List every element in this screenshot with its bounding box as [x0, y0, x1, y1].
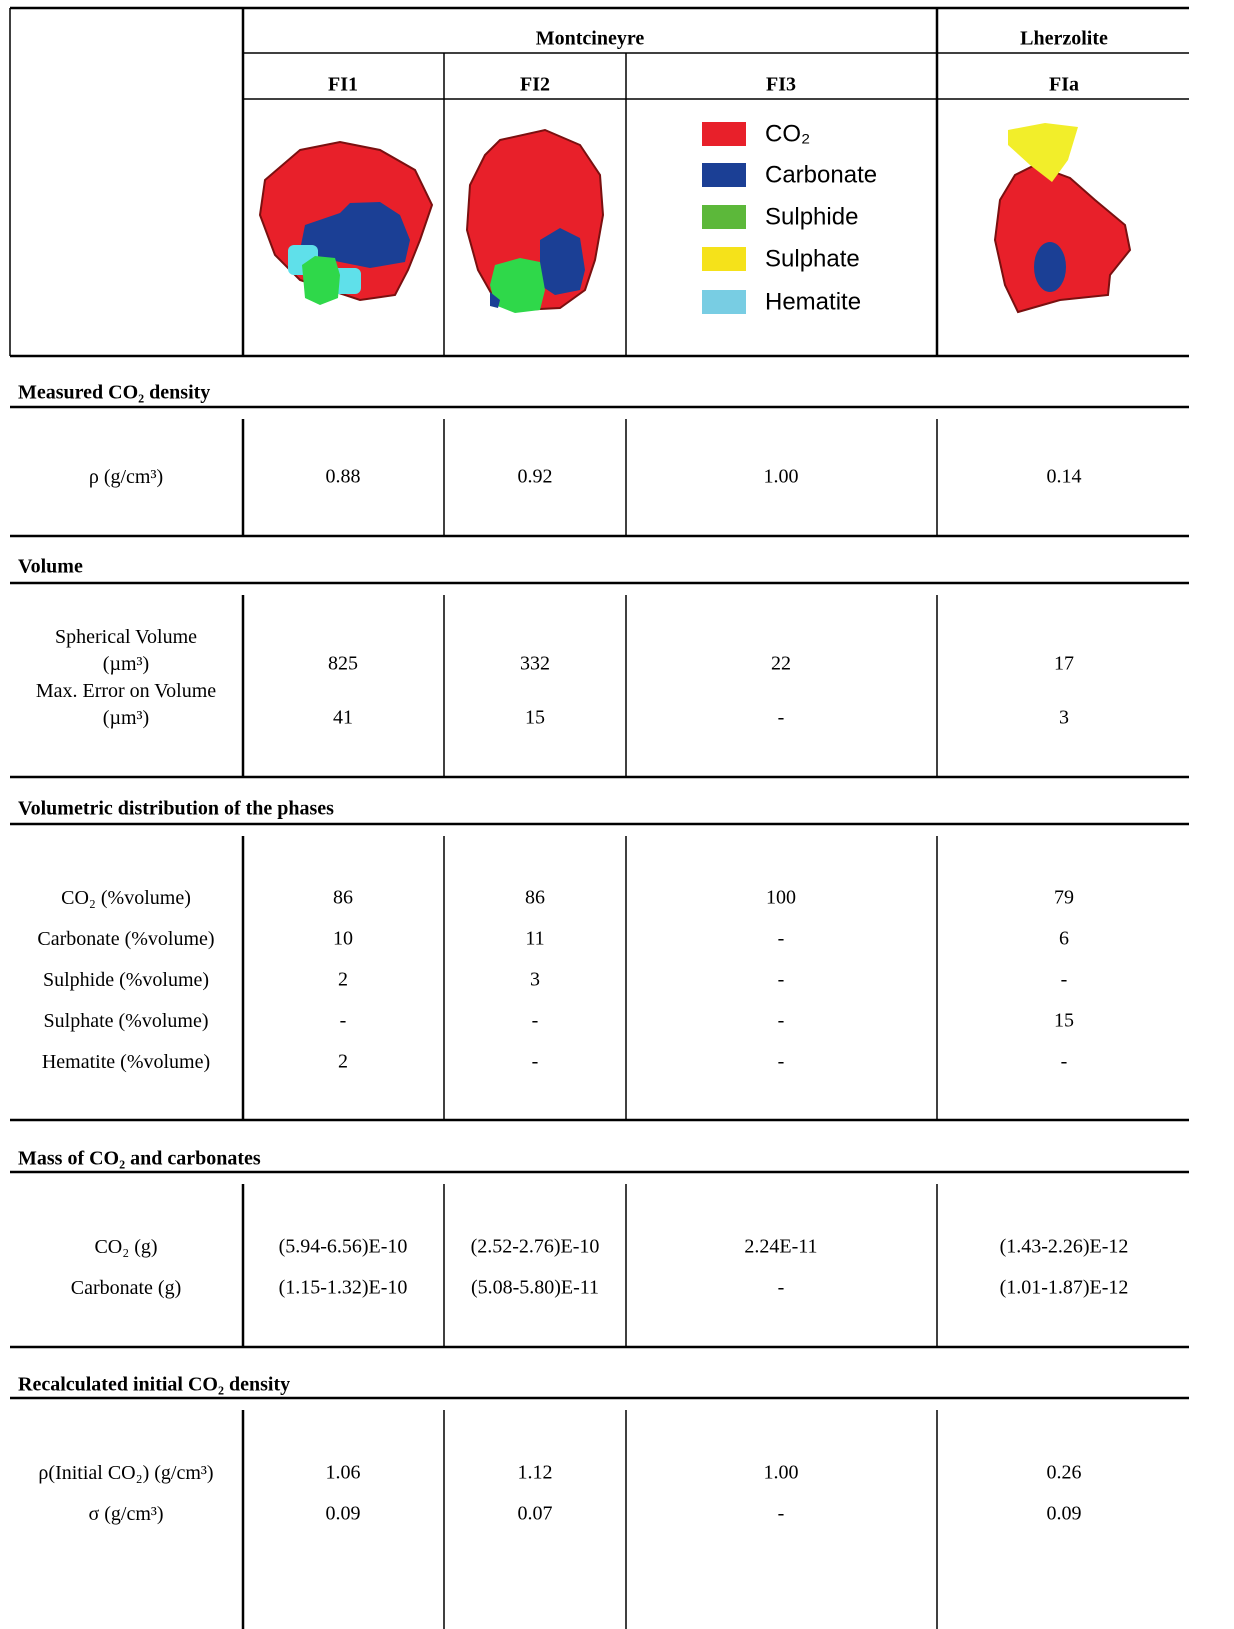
cell-value: 2.24E-11 — [744, 1236, 817, 1258]
cell-value: 41 — [333, 707, 353, 729]
cell-value: (5.08-5.80)E-11 — [471, 1277, 599, 1299]
cell-value: 6 — [1059, 928, 1069, 950]
cell-value: - — [778, 928, 785, 950]
row-label: Carbonate (%volume) — [37, 928, 214, 950]
legend-label: Hematite — [765, 288, 861, 315]
cell-value: 2 — [338, 1051, 348, 1073]
cell-value: (1.15-1.32)E-10 — [279, 1277, 408, 1299]
cell-value: - — [778, 1051, 785, 1073]
cell-value: 17 — [1054, 653, 1074, 675]
cell-value: 0.88 — [326, 466, 361, 488]
row-label: CO₂ (g) — [94, 1236, 157, 1258]
cell-value: - — [778, 969, 785, 991]
inclusion-fia — [993, 123, 1132, 314]
cell-value: 825 — [328, 653, 358, 675]
cell-value: 15 — [1054, 1010, 1074, 1032]
group-header: Montcineyre — [536, 28, 645, 50]
cell-value: (2.52-2.76)E-10 — [471, 1236, 600, 1258]
cell-value: (1.43-2.26)E-12 — [1000, 1236, 1129, 1258]
cell-value: 86 — [525, 887, 545, 909]
legend-swatch — [702, 290, 746, 314]
cell-value: 3 — [530, 969, 540, 991]
row-label: Sulphate (%volume) — [44, 1010, 209, 1032]
section-title: Volumetric distribution of the phases — [18, 798, 334, 820]
cell-value: - — [778, 1503, 785, 1525]
cell-value: 1.00 — [764, 1462, 799, 1484]
cell-value: 1.12 — [518, 1462, 553, 1484]
header-lines — [9, 6, 1189, 356]
legend-label: CO₂ — [765, 120, 810, 147]
row-label: σ (g/cm³) — [88, 1503, 163, 1525]
cell-value: 332 — [520, 653, 550, 675]
cell-value: 0.26 — [1047, 1462, 1082, 1484]
row-label: ρ (g/cm³) — [89, 466, 163, 488]
cell-value: 1.06 — [326, 1462, 361, 1484]
cell-value: 100 — [766, 887, 796, 909]
legend-swatch — [702, 205, 746, 229]
cell-value: 10 — [333, 928, 353, 950]
column-header: FIa — [1049, 74, 1079, 96]
row-label: Sulphide (%volume) — [43, 969, 209, 991]
cell-value: - — [778, 1277, 785, 1299]
cell-value: 1.00 — [764, 466, 799, 488]
cell-value: 86 — [333, 887, 353, 909]
cell-value: 79 — [1054, 887, 1074, 909]
cell-value: (5.94-6.56)E-10 — [279, 1236, 408, 1258]
cell-value: - — [778, 1010, 785, 1032]
inclusion-fi2 — [465, 128, 605, 313]
cell-value: 0.14 — [1047, 466, 1082, 488]
cell-value: (1.01-1.87)E-12 — [1000, 1277, 1129, 1299]
cell-value: - — [778, 707, 785, 729]
legend-swatch — [702, 163, 746, 187]
column-header: FI2 — [520, 74, 550, 96]
section-title: Mass of CO₂ and carbonates — [18, 1148, 261, 1170]
row-label: CO₂ (%volume) — [61, 887, 191, 909]
section-title: Measured CO₂ density — [18, 382, 210, 404]
cell-value: 0.07 — [518, 1503, 553, 1525]
legend-swatch — [702, 122, 746, 146]
row-label: Spherical Volume (µm³) — [55, 626, 197, 675]
cell-value: 0.92 — [518, 466, 553, 488]
row-label: Max. Error on Volume (µm³) — [36, 680, 216, 729]
column-header: FI3 — [766, 74, 796, 96]
cell-value: - — [532, 1051, 539, 1073]
section-title: Recalculated initial CO₂ density — [18, 1374, 290, 1396]
legend-label: Sulphate — [765, 245, 860, 272]
cell-value: 15 — [525, 707, 545, 729]
row-label: Hematite (%volume) — [42, 1051, 210, 1073]
cell-value: 22 — [771, 653, 791, 675]
cell-value: 11 — [525, 928, 544, 950]
cell-value: 3 — [1059, 707, 1069, 729]
cell-value: 2 — [338, 969, 348, 991]
cell-value: 0.09 — [1047, 1503, 1082, 1525]
group-header: Lherzolite — [1020, 28, 1108, 50]
legend-swatch — [702, 247, 746, 271]
row-label: Carbonate (g) — [71, 1277, 182, 1299]
legend-label: Carbonate — [765, 161, 877, 188]
row-label: ρ(Initial CO₂) (g/cm³) — [38, 1462, 213, 1484]
cell-value: - — [1061, 1051, 1068, 1073]
cell-value: - — [1061, 969, 1068, 991]
section-title: Volume — [18, 556, 83, 578]
cell-value: 0.09 — [326, 1503, 361, 1525]
cell-value: - — [532, 1010, 539, 1032]
column-header: FI1 — [328, 74, 358, 96]
inclusion-fi1 — [258, 140, 434, 305]
legend-label: Sulphide — [765, 203, 858, 230]
cell-value: - — [340, 1010, 347, 1032]
